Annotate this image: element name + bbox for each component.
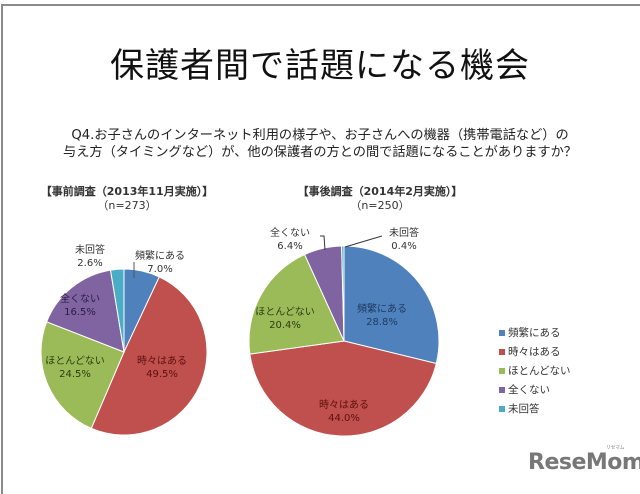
legend-label: ほとんどない [508,365,571,377]
survey-question: Q4.お子さんのインターネット利用の様子や、お子さんへの機器（携帯電話など）の … [0,127,640,161]
right-survey-n: （n=250） [350,199,410,212]
leader-line [344,235,383,248]
question-line-1: Q4.お子さんのインターネット利用の様子や、お子さんへの機器（携帯電話など）の [71,128,569,143]
slice-category-label: 時々はある [137,355,187,367]
legend-item: 頻繁にある [499,323,570,342]
slice-category-label: ほとんどない [45,355,105,367]
legend-item: ほとんどない [499,361,570,380]
slice-value-label: 24.5% [59,369,91,380]
legend-swatch [499,405,505,412]
slice-value-label: 16.5% [64,307,96,318]
pie-slice [248,253,345,355]
pie-labels-before: 頻繁にある 7.0% 時々はある 49.5% ほとんどない 24.5% 全くない 16.5% 未… [45,243,187,380]
legend-swatch [499,329,505,336]
logo-ruby: リセマム [606,445,625,451]
legend-item: 全くない [499,380,570,399]
pie-slice [341,245,345,342]
legend-label: 時々はある [508,346,561,358]
slice-category-label: ほとんどない [255,306,315,318]
slice-category-label: 時々はある [319,399,369,411]
slice-value-label: 7.0% [147,264,172,275]
pie-chart-after [248,245,440,437]
left-survey-caption: 【事前調査（2013年11月実施）】 （n=273） [22,185,232,213]
legend-label: 全くない [508,384,550,396]
slide-title: 保護者間で話題になる機会 [110,46,530,86]
legend-swatch [499,348,505,355]
pie-chart-before [40,268,208,436]
question-line-2: 与え方（タイミングなど）が、他の保護者の方との間で話題になることがありますか？ [63,145,577,160]
legend-item: 未回答 [499,399,570,418]
slice-value-label: 0.4% [391,241,416,252]
slice-value-label: 49.5% [146,369,178,380]
slice-value-label: 44.0% [328,413,360,424]
left-survey-header: 【事前調査（2013年11月実施）】 [40,185,214,198]
pie-labels-after: 頻繁にある 28.8% 時々はある 44.0% ほとんどない 20.4% 全くない 6.4% 未… [255,226,419,424]
leader-line [320,235,326,251]
pie-slice [90,276,208,436]
resemom-logo: ReseMom リセマム [528,445,640,475]
pie-slice [40,321,125,429]
slice-value-label: 6.4% [277,241,302,252]
pie-slice [249,340,437,437]
pie-slice [343,245,440,365]
slice-category-label: 全くない [270,226,310,239]
pie-charts: 頻繁にある 7.0% 時々はある 49.5% ほとんどない 24.5% 全くない 16.5% 未… [40,226,440,437]
pie-slice [109,268,125,353]
slice-category-label: 全くない [60,292,100,305]
slice-category-label: 頻繁にある [135,249,185,262]
slice-value-label: 2.6% [77,258,102,269]
slice-value-label: 20.4% [269,320,301,331]
right-survey-header: 【事後調査（2014年2月実施）】 [297,185,463,198]
legend-swatch [499,367,505,374]
legend-item: 時々はある [499,342,570,361]
slice-value-label: 28.8% [366,317,398,328]
legend-label: 頻繁にある [508,327,561,339]
slice-category-label: 未回答 [75,243,105,256]
chart-legend: 頻繁にある 時々はある ほとんどない 全くない 未回答 [499,323,570,418]
right-survey-caption: 【事後調査（2014年2月実施）】 （n=250） [285,185,475,213]
slice-category-label: 頻繁にある [357,302,407,315]
pie-slice [46,269,125,353]
slice-category-label: 未回答 [389,226,419,239]
logo-text: ReseMom [528,450,640,475]
legend-label: 未回答 [508,403,540,415]
legend-swatch [499,386,505,393]
left-survey-n: （n=273） [97,199,157,212]
slide-frame [1,4,640,494]
